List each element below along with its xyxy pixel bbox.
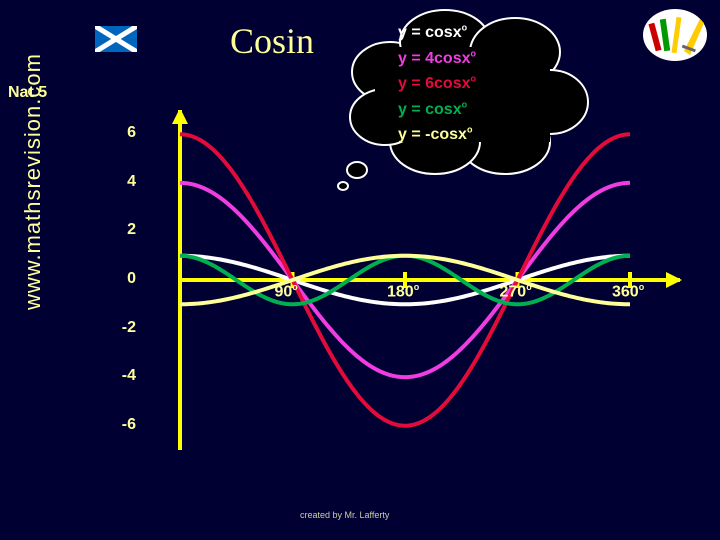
credit-text: created by Mr. Lafferty	[300, 510, 389, 520]
y-tick-label: -4	[106, 367, 136, 385]
y-tick-label: 2	[106, 221, 136, 239]
legend-entry: y = 6cosxo	[398, 71, 476, 97]
x-tick-label: 90o	[275, 282, 298, 301]
legend-entry: y = cosxo	[398, 20, 476, 46]
website-label: www.mathsrevision.com	[20, 53, 46, 310]
slide-title: Cosin	[230, 20, 314, 62]
legend-entry: y = 4cosxo	[398, 46, 476, 72]
chart-area: 6420-2-4-6 90o180o270o360o	[140, 110, 700, 510]
y-tick-label: 4	[106, 173, 136, 191]
y-tick-label: -2	[106, 319, 136, 337]
cosine-chart	[140, 110, 700, 510]
x-tick-label: 360o	[612, 282, 644, 301]
scotland-flag-icon	[95, 26, 137, 52]
slide: Cosin Nat 5 www.mathsrevision.com y = co…	[0, 0, 720, 540]
stationery-icon	[640, 5, 710, 65]
y-tick-label: 6	[106, 124, 136, 142]
y-tick-label: -6	[106, 416, 136, 434]
x-tick-label: 180o	[387, 282, 419, 301]
x-tick-label: 270o	[500, 282, 532, 301]
y-tick-label: 0	[106, 270, 136, 288]
